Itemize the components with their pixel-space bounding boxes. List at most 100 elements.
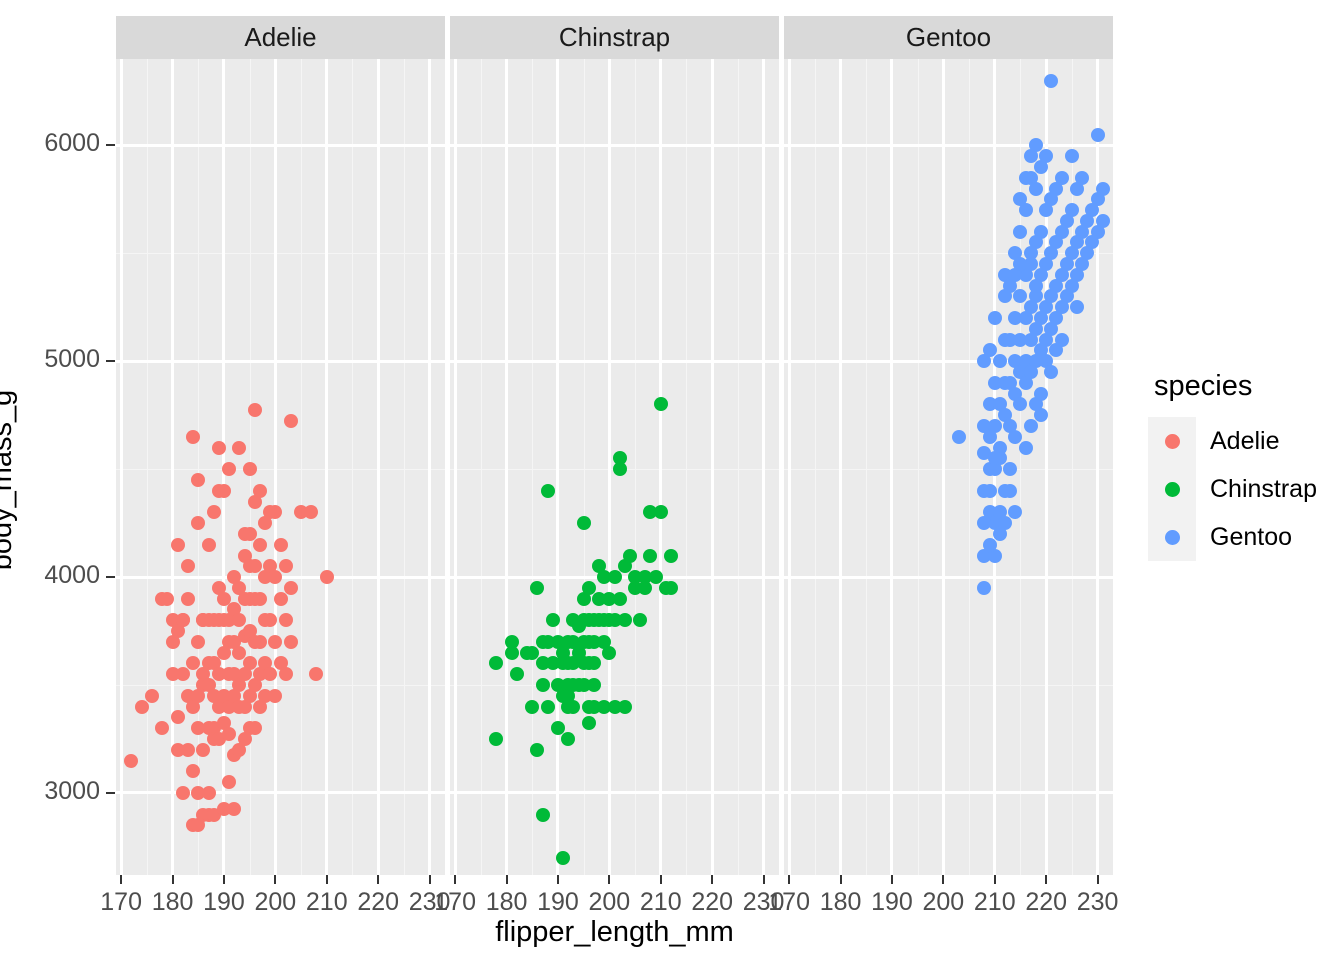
gridline-major-vertical xyxy=(325,59,329,875)
data-point xyxy=(1059,213,1074,228)
data-point xyxy=(186,656,201,671)
data-point xyxy=(1028,397,1043,412)
x-tick-label: 200 xyxy=(588,888,631,916)
gridline-minor-vertical xyxy=(969,59,971,875)
y-tick-label: 3000 xyxy=(44,776,100,805)
data-point xyxy=(581,580,596,595)
data-point xyxy=(1028,181,1043,196)
facet-strip-label: Chinstrap xyxy=(558,22,671,52)
data-point xyxy=(1064,203,1079,218)
data-point xyxy=(617,699,632,714)
data-point xyxy=(1049,278,1064,293)
data-point xyxy=(227,688,242,703)
data-point xyxy=(1008,246,1023,261)
x-tick-label: 170 xyxy=(100,888,142,916)
data-point xyxy=(201,537,216,552)
data-point xyxy=(581,715,596,730)
data-point xyxy=(1034,386,1049,401)
data-point xyxy=(586,656,601,671)
data-point xyxy=(509,667,524,682)
data-point xyxy=(1044,365,1059,380)
legend-key xyxy=(1148,417,1196,465)
data-point xyxy=(191,516,206,531)
data-point xyxy=(175,785,190,800)
data-point xyxy=(1049,311,1064,326)
gridline-major-horizontal xyxy=(116,359,445,363)
data-point xyxy=(283,580,298,595)
y-tick-mark xyxy=(106,791,115,794)
gridline-minor-vertical xyxy=(480,59,482,875)
data-point xyxy=(273,656,288,671)
data-point xyxy=(617,613,632,628)
gridline-minor-vertical xyxy=(917,59,919,875)
gridline-major-vertical xyxy=(890,59,894,875)
y-axis-title-label: body_mass_g xyxy=(0,389,18,571)
data-point xyxy=(530,742,545,757)
data-point xyxy=(540,699,555,714)
legend-items: Adelie Chinstrap Gentoo xyxy=(1148,417,1317,561)
data-point xyxy=(602,645,617,660)
data-point xyxy=(252,483,267,498)
data-point xyxy=(1095,181,1110,196)
legend-label: Gentoo xyxy=(1210,522,1293,551)
data-point xyxy=(1059,289,1074,304)
gridline-minor-horizontal xyxy=(116,253,445,255)
legend-key xyxy=(1148,465,1196,513)
legend-item-chinstrap[interactable]: Chinstrap xyxy=(1148,465,1317,513)
facet-panel-chinstrap xyxy=(450,59,779,875)
data-point xyxy=(1070,181,1085,196)
data-point xyxy=(1049,343,1064,358)
legend-item-gentoo[interactable]: Gentoo xyxy=(1148,513,1317,561)
gridline-major-vertical xyxy=(556,59,560,875)
data-point xyxy=(247,721,262,736)
data-point xyxy=(216,645,231,660)
gridline-major-horizontal xyxy=(116,791,445,795)
data-point xyxy=(1090,192,1105,207)
legend-item-adelie[interactable]: Adelie xyxy=(1148,417,1317,465)
gridline-major-horizontal xyxy=(784,143,1113,147)
gridline-major-vertical xyxy=(710,59,714,875)
gridline-minor-vertical xyxy=(301,59,303,875)
data-point xyxy=(232,645,247,660)
data-point xyxy=(268,688,283,703)
data-point xyxy=(1034,311,1049,326)
data-point xyxy=(283,634,298,649)
x-tick-mark xyxy=(839,875,842,884)
data-point xyxy=(612,462,627,477)
data-point xyxy=(191,688,206,703)
x-tick-label: 220 xyxy=(691,888,734,916)
data-point xyxy=(550,721,565,736)
legend-title: species xyxy=(1154,370,1253,402)
legend-label: Chinstrap xyxy=(1210,474,1317,503)
data-point xyxy=(1090,224,1105,239)
data-point xyxy=(175,613,190,628)
data-point xyxy=(170,624,185,639)
gridline-minor-vertical xyxy=(146,59,148,875)
data-point xyxy=(155,721,170,736)
data-point xyxy=(206,656,221,671)
gridline-minor-vertical xyxy=(866,59,868,875)
data-point xyxy=(982,483,997,498)
data-point xyxy=(1023,300,1038,315)
gridline-major-vertical xyxy=(273,59,277,875)
data-point xyxy=(232,613,247,628)
y-axis-title: body_mass_g xyxy=(0,0,40,960)
data-point xyxy=(1039,149,1054,164)
facet-strip-label: Gentoo xyxy=(905,22,992,52)
data-point xyxy=(242,688,257,703)
data-point xyxy=(489,656,504,671)
data-point xyxy=(252,537,267,552)
gridline-major-vertical xyxy=(171,59,175,875)
data-point xyxy=(237,699,252,714)
gridline-minor-horizontal xyxy=(784,469,1113,471)
data-point xyxy=(992,440,1007,455)
gridline-major-horizontal xyxy=(450,359,779,363)
gridline-minor-horizontal xyxy=(784,253,1113,255)
x-tick-mark xyxy=(993,875,996,884)
data-point xyxy=(489,732,504,746)
x-tick-mark xyxy=(171,875,174,884)
data-point xyxy=(556,850,571,865)
data-point xyxy=(1039,300,1054,315)
data-point xyxy=(1008,267,1023,282)
data-point xyxy=(638,580,653,595)
